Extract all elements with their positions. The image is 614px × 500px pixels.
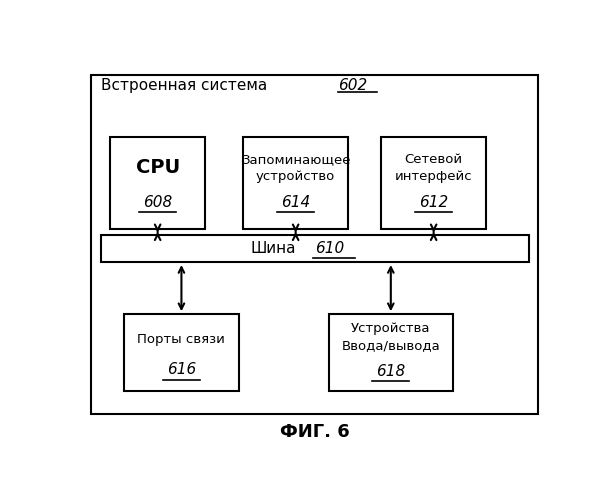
Text: 616: 616 — [167, 362, 196, 378]
Text: 618: 618 — [376, 364, 405, 380]
Text: Шина: Шина — [250, 241, 296, 256]
FancyBboxPatch shape — [243, 137, 348, 230]
Text: Встроенная система: Встроенная система — [101, 78, 267, 92]
Text: Порты связи: Порты связи — [138, 332, 225, 345]
FancyBboxPatch shape — [110, 137, 205, 230]
FancyBboxPatch shape — [101, 235, 529, 262]
Text: 602: 602 — [338, 78, 368, 92]
Text: Устройства
Ввода/вывода: Устройства Ввода/вывода — [341, 322, 440, 352]
Text: 614: 614 — [281, 195, 310, 210]
FancyBboxPatch shape — [329, 314, 453, 391]
FancyBboxPatch shape — [381, 137, 486, 230]
Text: Сетевой
интерфейс: Сетевой интерфейс — [395, 153, 472, 183]
Text: 608: 608 — [143, 195, 173, 210]
Text: 612: 612 — [419, 195, 448, 210]
Text: ФИГ. 6: ФИГ. 6 — [280, 422, 349, 440]
Text: CPU: CPU — [136, 158, 180, 178]
Text: Запоминающее
устройство: Запоминающее устройство — [241, 153, 351, 183]
Text: 610: 610 — [315, 241, 344, 256]
FancyBboxPatch shape — [124, 314, 238, 391]
FancyBboxPatch shape — [91, 76, 538, 414]
